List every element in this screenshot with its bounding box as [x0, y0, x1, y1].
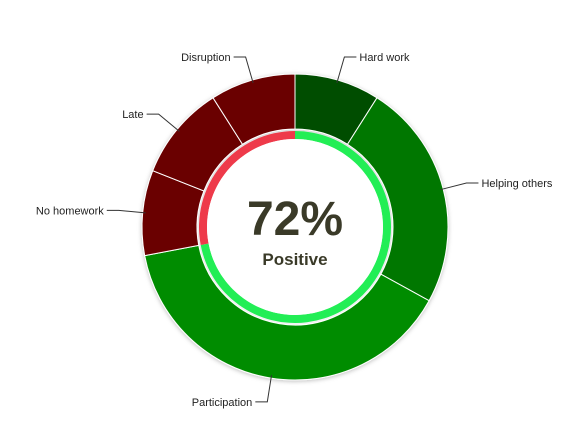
label-helping-others: Helping others [481, 178, 552, 190]
center-disc [207, 139, 383, 315]
slice-disruption[interactable] [212, 73, 296, 145]
leader-no-homework [106, 209, 146, 214]
slice-labels: Hard work Helping others Participation No h… [36, 52, 553, 409]
label-participation: Participation [192, 397, 253, 409]
label-no-homework: No homework [36, 205, 104, 217]
label-late: Late [122, 109, 143, 121]
leader-disruption [233, 56, 254, 84]
label-hard-work: Hard work [359, 52, 410, 64]
slice-helping-others[interactable] [346, 97, 449, 302]
label-disruption: Disruption [181, 52, 231, 64]
leader-hard-work [336, 56, 357, 84]
leader-helping-others [440, 182, 479, 191]
leader-lines [106, 56, 479, 403]
slice-participation[interactable] [144, 244, 430, 381]
center-value: 72% [247, 193, 343, 246]
leader-participation [255, 375, 273, 403]
donut-slices [141, 73, 449, 381]
center-label: Positive [262, 250, 327, 269]
leader-late [146, 113, 180, 132]
